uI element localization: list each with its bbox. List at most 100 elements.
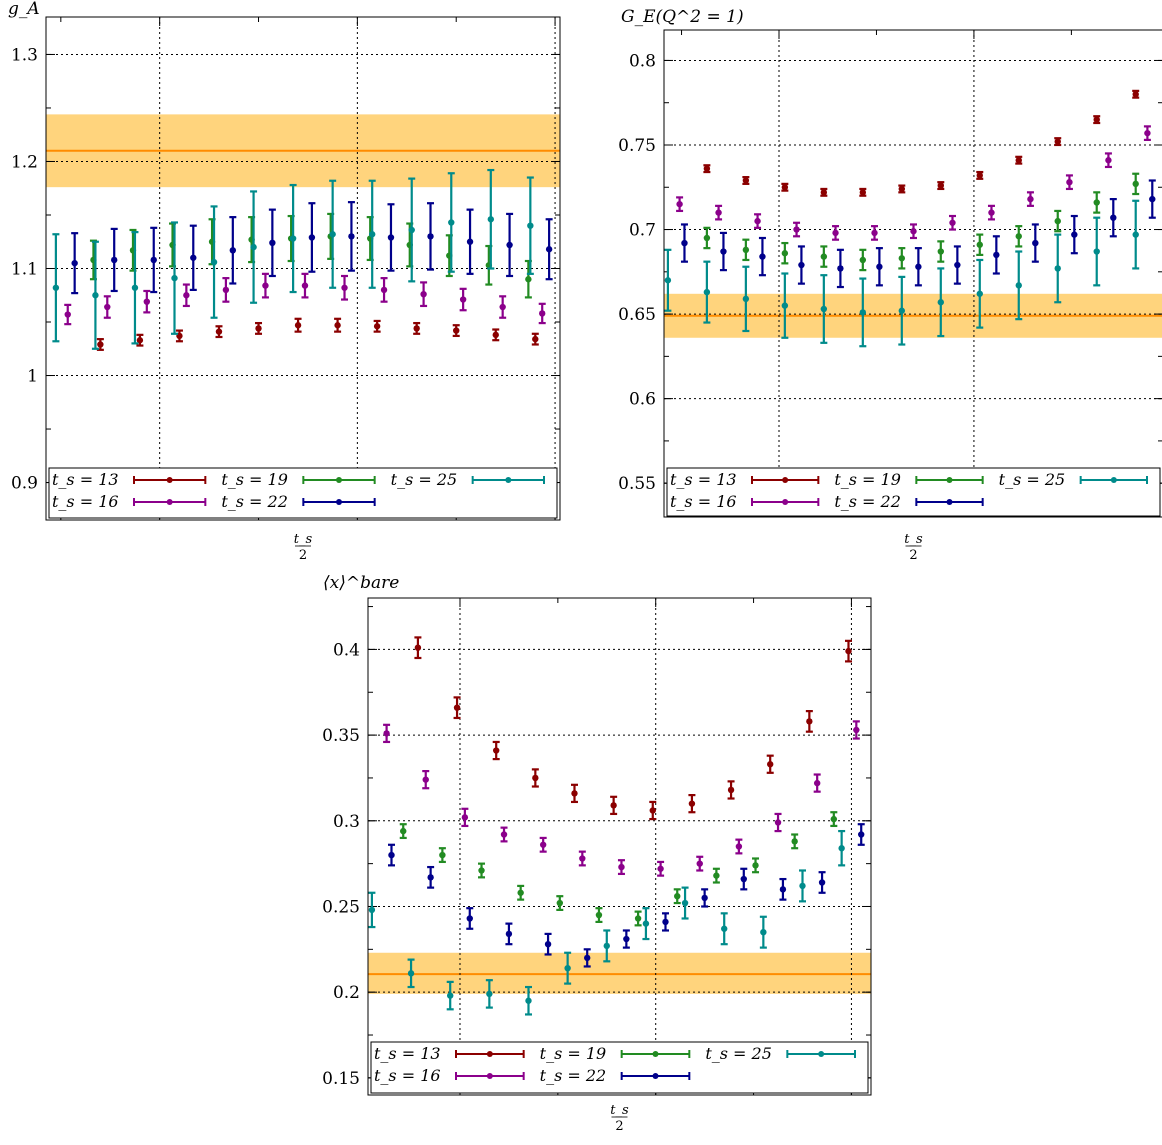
y-axis-label: g_A [8,0,40,19]
legend-swatch-marker [782,477,789,483]
y-tick-label: 0.7 [629,221,656,241]
legend-label-ts13: t_s = 13 [670,470,737,489]
data-point [781,184,789,191]
data-point [453,704,461,711]
data-point [793,226,800,233]
data-point [478,867,485,874]
y-tick-label: 0.65 [618,305,656,325]
data-point [676,200,683,208]
legend-label-ts25: t_s = 25 [391,470,458,489]
data-point [329,231,336,238]
data-point [368,906,376,914]
data-point [820,253,828,260]
legend-swatch-marker [652,1051,659,1057]
data-point [634,915,642,922]
series-ts13 [703,89,1140,197]
data-point [466,915,473,922]
data-point [742,177,750,184]
data-point [774,819,782,826]
y-tick-label: 0.75 [618,136,656,156]
data-point [837,265,844,272]
data-point [721,925,728,932]
legend-swatch-marker [505,477,512,483]
data-point [289,235,297,242]
data-point [1149,195,1156,203]
series-ts16 [64,272,546,326]
data-point [742,246,750,254]
data-point [1144,129,1151,137]
data-point [334,322,341,329]
data-point [898,307,906,314]
series-ts16 [676,125,1151,241]
data-point [595,911,603,919]
series-ts19 [703,172,1140,272]
data-point [1054,138,1061,145]
data-point [988,209,995,216]
y-tick-label: 0.4 [333,640,360,660]
data-point [373,323,381,330]
x-axis-label-numerator: t_s [610,1103,629,1118]
data-point [853,726,860,734]
series-ts16 [383,720,860,877]
y-tick-label: 1.1 [11,260,38,280]
data-point [781,250,789,257]
y-axis-label: G_E(Q^2 = 1) [621,7,744,27]
series-ts25 [52,168,534,350]
data-point [937,248,944,255]
data-point [791,838,798,845]
data-point [910,228,917,235]
data-point [500,831,508,838]
data-point [859,309,867,316]
data-point [487,216,495,223]
data-point [556,899,564,907]
data-point [781,302,789,309]
legend: t_s = 13 t_s = 19 t_s = 25 t_s = 16 t_s = 22 [48,467,558,519]
y-tick-label: 1.3 [11,45,38,65]
legend-label-ts16: t_s = 16 [52,492,119,511]
data-point [1015,233,1022,240]
data-point [674,893,681,900]
legend-label-ts13: t_s = 13 [52,470,119,489]
y-tick-label: 0.15 [322,1069,360,1089]
series-ts25 [368,829,846,1016]
data-point [348,233,355,240]
data-point [603,942,610,950]
data-point [798,261,805,269]
data-point [183,292,190,299]
legend-swatch-marker [486,1073,493,1079]
legend-swatch-marker [486,1051,493,1057]
data-point [642,920,650,927]
data-points [52,168,553,351]
data-point [1093,248,1100,255]
data-point [703,234,711,242]
data-point [388,851,395,859]
data-point [976,172,983,179]
data-point [131,284,139,291]
data-point [937,299,944,306]
data-point [649,807,656,814]
data-point [1132,180,1139,188]
data-point [662,918,669,926]
data-point [859,189,867,196]
data-point [92,292,99,299]
y-tick-label: 0.3 [333,812,360,832]
data-point [820,189,828,196]
data-point [448,219,455,226]
data-point [400,827,407,835]
data-point [832,229,839,237]
series-ts19 [399,811,838,927]
legend-label-ts16: t_s = 16 [374,1066,441,1085]
y-tick-label: 0.6 [629,390,656,410]
data-point [1105,157,1112,164]
data-point [301,282,309,289]
chart-ge: 0.550.60.650.70.750.8t_s = 13 t_s = 19 t_s… [618,7,1162,563]
data-point [64,311,71,318]
data-point [414,644,422,651]
data-point [294,322,302,329]
data-point [859,256,867,264]
data-point [539,310,546,317]
data-point [1015,282,1022,289]
data-point [701,894,708,902]
data-point [696,860,703,867]
